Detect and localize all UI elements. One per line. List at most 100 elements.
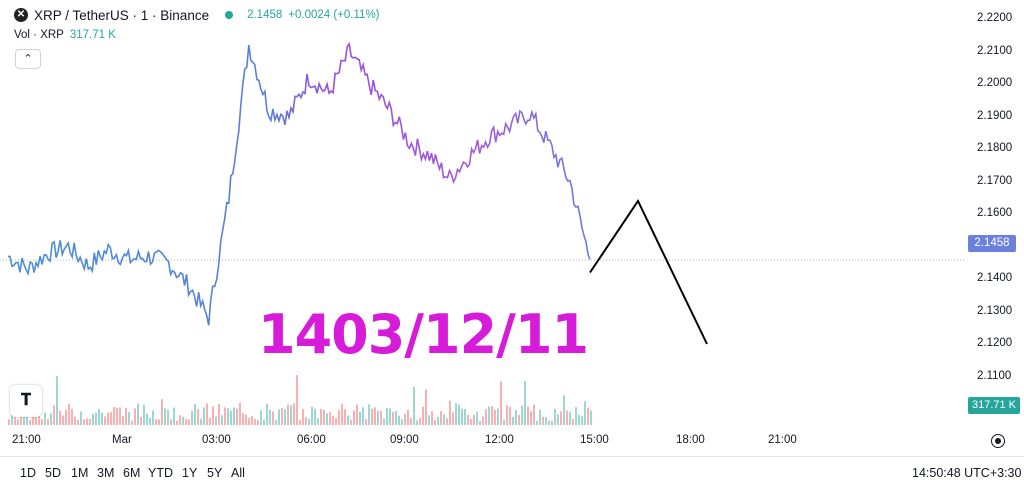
timeframe-button[interactable]: YTD [148,466,173,480]
volume-bar [50,413,52,425]
volume-bar [257,419,259,425]
volume-bar [368,404,370,425]
volume-bar [542,416,544,425]
volume-bar [260,410,262,425]
volume-bar [407,409,409,425]
volume-bar [482,416,484,425]
volume-bar [464,408,466,425]
volume-bar [296,375,298,425]
volume-bar [122,415,124,425]
volume-bar [92,413,94,425]
volume-bar [344,409,346,425]
volume-bar [362,407,364,425]
collapse-legend-button[interactable]: ⌃ [15,49,41,69]
volume-bar [548,420,550,425]
volume-bar [293,403,295,425]
volume-bar [80,411,82,425]
volume-bar [449,400,451,425]
volume-bar [59,410,61,425]
symbol-legend[interactable]: ✕ XRP / TetherUS · 1 · Binance 2.1458 +0… [14,6,380,24]
volume-bar [494,410,496,425]
timeframe-button[interactable]: 5D [45,466,61,480]
volume-bar [350,419,352,425]
volume-bar [14,412,16,425]
volume-bar [587,407,589,425]
volume-bar [440,411,442,425]
volume-bar [98,408,100,425]
price-axis-tick: 2.2100 [977,44,1013,57]
volume-bar [404,413,406,425]
volume-bar [170,419,172,425]
volume-bar [524,380,526,425]
volume-bar [224,407,226,425]
volume-bar [320,408,322,425]
volume-bar [62,415,64,425]
volume-bar [500,381,502,425]
price-axis-tick: 2.2200 [977,12,1013,24]
volume-bar [245,414,247,425]
volume-bar [107,412,109,425]
volume-bar [236,408,238,425]
volume-bar [545,417,547,425]
timeframe-button[interactable]: 1Y [182,466,198,480]
volume-bar [371,408,373,425]
volume-bar [152,410,154,425]
timeframe-button[interactable]: 1M [71,466,89,480]
volume-bar [314,408,316,425]
timeframe-button[interactable]: All [231,466,245,480]
volume-bar [215,416,217,425]
volume-bar [431,411,433,425]
volume-bar [512,416,514,425]
volume-bar [413,386,415,425]
clock-display[interactable]: 14:50:48 UTC+3:30 [912,466,1022,480]
settings-icon[interactable] [991,434,1005,448]
volume-bar [509,406,511,425]
volume-bar [272,411,274,425]
volume-bar [395,410,397,425]
volume-bars [8,375,592,425]
volume-bar [323,409,325,425]
tradingview-logo-icon[interactable]: 𝐓 [10,385,42,417]
chart-area[interactable] [0,0,1024,430]
volume-bar [503,419,505,425]
timeframe-button[interactable]: 5Y [207,466,223,480]
timeframe-button[interactable]: 6M [123,466,141,480]
volume-bar [365,419,367,425]
volume-legend[interactable]: Vol · XRP 317.71 K [14,29,116,41]
volume-bar [104,416,106,425]
volume-bar [269,409,271,425]
volume-bar [527,406,529,425]
price-axis-tick: 2.1800 [977,142,1013,154]
price-chart[interactable] [0,0,1024,430]
volume-bar [20,416,22,425]
volume-bar [32,412,34,425]
volume-bar [554,408,556,425]
volume-bar [434,420,436,425]
price-axis-tick: 2.1900 [977,109,1013,122]
volume-bar [203,407,205,425]
volume-bar [377,410,379,425]
volume-bar [326,413,328,425]
price-axis-tick: 2.1700 [977,174,1013,187]
volume-bar [584,401,586,425]
volume-bar [530,411,532,425]
volume-bar [101,412,103,425]
volume-bar [248,418,250,425]
legend-price: 2.1458 [247,9,283,21]
volume-bar [317,418,319,425]
volume-bar [563,395,565,425]
volume-bar [347,415,349,425]
volume-bar [335,417,337,425]
volume-bar [467,414,469,425]
volume-bar [551,420,553,425]
volume-bar [263,419,265,425]
volume-bar [458,404,460,425]
volume-bar [8,419,10,425]
timeframe-button[interactable]: 3M [97,466,115,480]
volume-bar [65,409,67,425]
timeframe-button[interactable]: 1D [20,466,36,480]
volume-bar [89,418,91,425]
time-axis-tick: 03:00 [202,434,231,446]
volume-bar [161,399,163,425]
volume-bar [17,419,19,425]
